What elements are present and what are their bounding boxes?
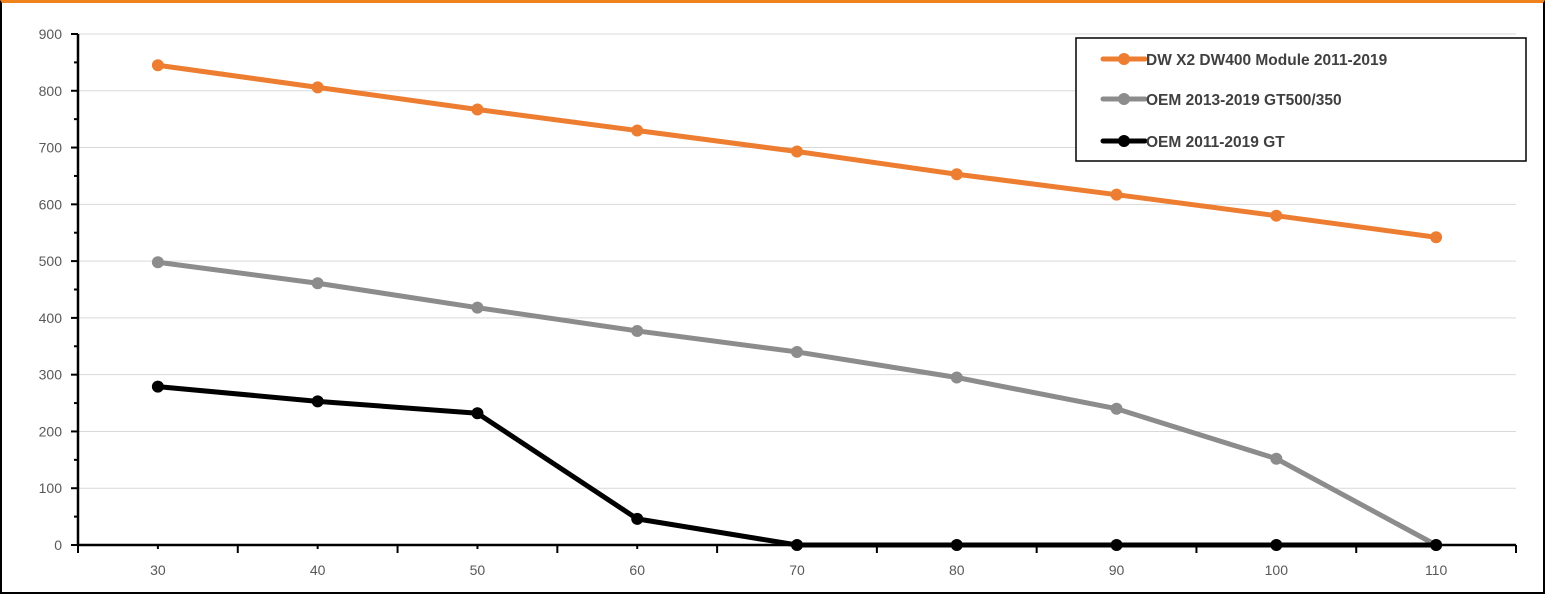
x-tick-label: 60 [629, 562, 645, 578]
data-point [791, 345, 803, 358]
series-0 [151, 59, 1443, 244]
legend-marker [1118, 53, 1130, 65]
series-line [155, 384, 1439, 548]
x-tick-label: 40 [310, 562, 326, 578]
y-tick-label: 400 [39, 310, 63, 326]
legend-box [1075, 37, 1527, 162]
data-point [311, 277, 324, 290]
data-point [631, 324, 644, 337]
legend-marker [1118, 135, 1130, 147]
x-tick-label: 80 [949, 562, 965, 578]
data-point [311, 81, 324, 94]
legend-label: DW X2 DW400 Module 2011-2019 [1146, 52, 1388, 69]
data-point [311, 395, 324, 408]
data-point [151, 256, 164, 269]
y-tick-label: 900 [39, 26, 63, 42]
y-tick-label: 300 [39, 367, 63, 383]
y-tick-label: 500 [39, 253, 63, 269]
y-tick-label: 200 [39, 423, 63, 439]
y-tick-label: 700 [39, 140, 63, 156]
gridlines [78, 33, 1516, 489]
x-tick-label: 70 [789, 562, 805, 578]
y-tick-label: 100 [39, 480, 63, 496]
data-point [631, 124, 644, 137]
x-tick-label: 50 [470, 562, 486, 578]
x-axis-tick-labels: 30 40 50 60 70 80 90 100 110 [150, 562, 1447, 578]
data-point [151, 380, 164, 393]
y-tick-label: 600 [39, 196, 63, 212]
data-point [1110, 402, 1123, 415]
line-chart: 0 100 200 300 400 500 600 700 800 900 30 40 50 60 70 8… [39, 26, 1527, 578]
x-tick-label: 90 [1109, 562, 1125, 578]
y-tick-label: 800 [39, 83, 63, 99]
data-point [1430, 539, 1443, 551]
data-point [1110, 188, 1123, 201]
series-2 [151, 380, 1443, 551]
data-point [631, 512, 644, 525]
y-tick-label: 0 [54, 537, 62, 553]
x-tick-label: 110 [1425, 562, 1448, 578]
legend-label: OEM 2011-2019 GT [1146, 134, 1285, 151]
data-point [471, 407, 484, 420]
data-point [1430, 231, 1443, 244]
data-point [791, 145, 803, 158]
legend: DW X2 DW400 Module 2011-2019 OEM 2013-201… [1075, 37, 1527, 162]
data-point [471, 103, 484, 116]
data-point [950, 168, 963, 181]
data-point [471, 301, 484, 314]
x-tick-label: 30 [150, 562, 166, 578]
y-axis-tick-labels: 0 100 200 300 400 500 600 700 800 900 [39, 26, 63, 553]
legend-marker [1118, 93, 1130, 105]
data-point [791, 539, 803, 551]
data-point [1270, 452, 1283, 465]
x-tick-label: 100 [1265, 562, 1289, 578]
legend-label: OEM 2013-2019 GT500/350 [1146, 92, 1342, 109]
data-point [950, 371, 963, 384]
data-point [1270, 209, 1283, 222]
data-point [950, 539, 963, 551]
series-layer [151, 59, 1443, 551]
data-point [1110, 539, 1123, 551]
series-1 [151, 256, 1443, 551]
data-point [151, 59, 164, 72]
data-point [1270, 539, 1283, 551]
